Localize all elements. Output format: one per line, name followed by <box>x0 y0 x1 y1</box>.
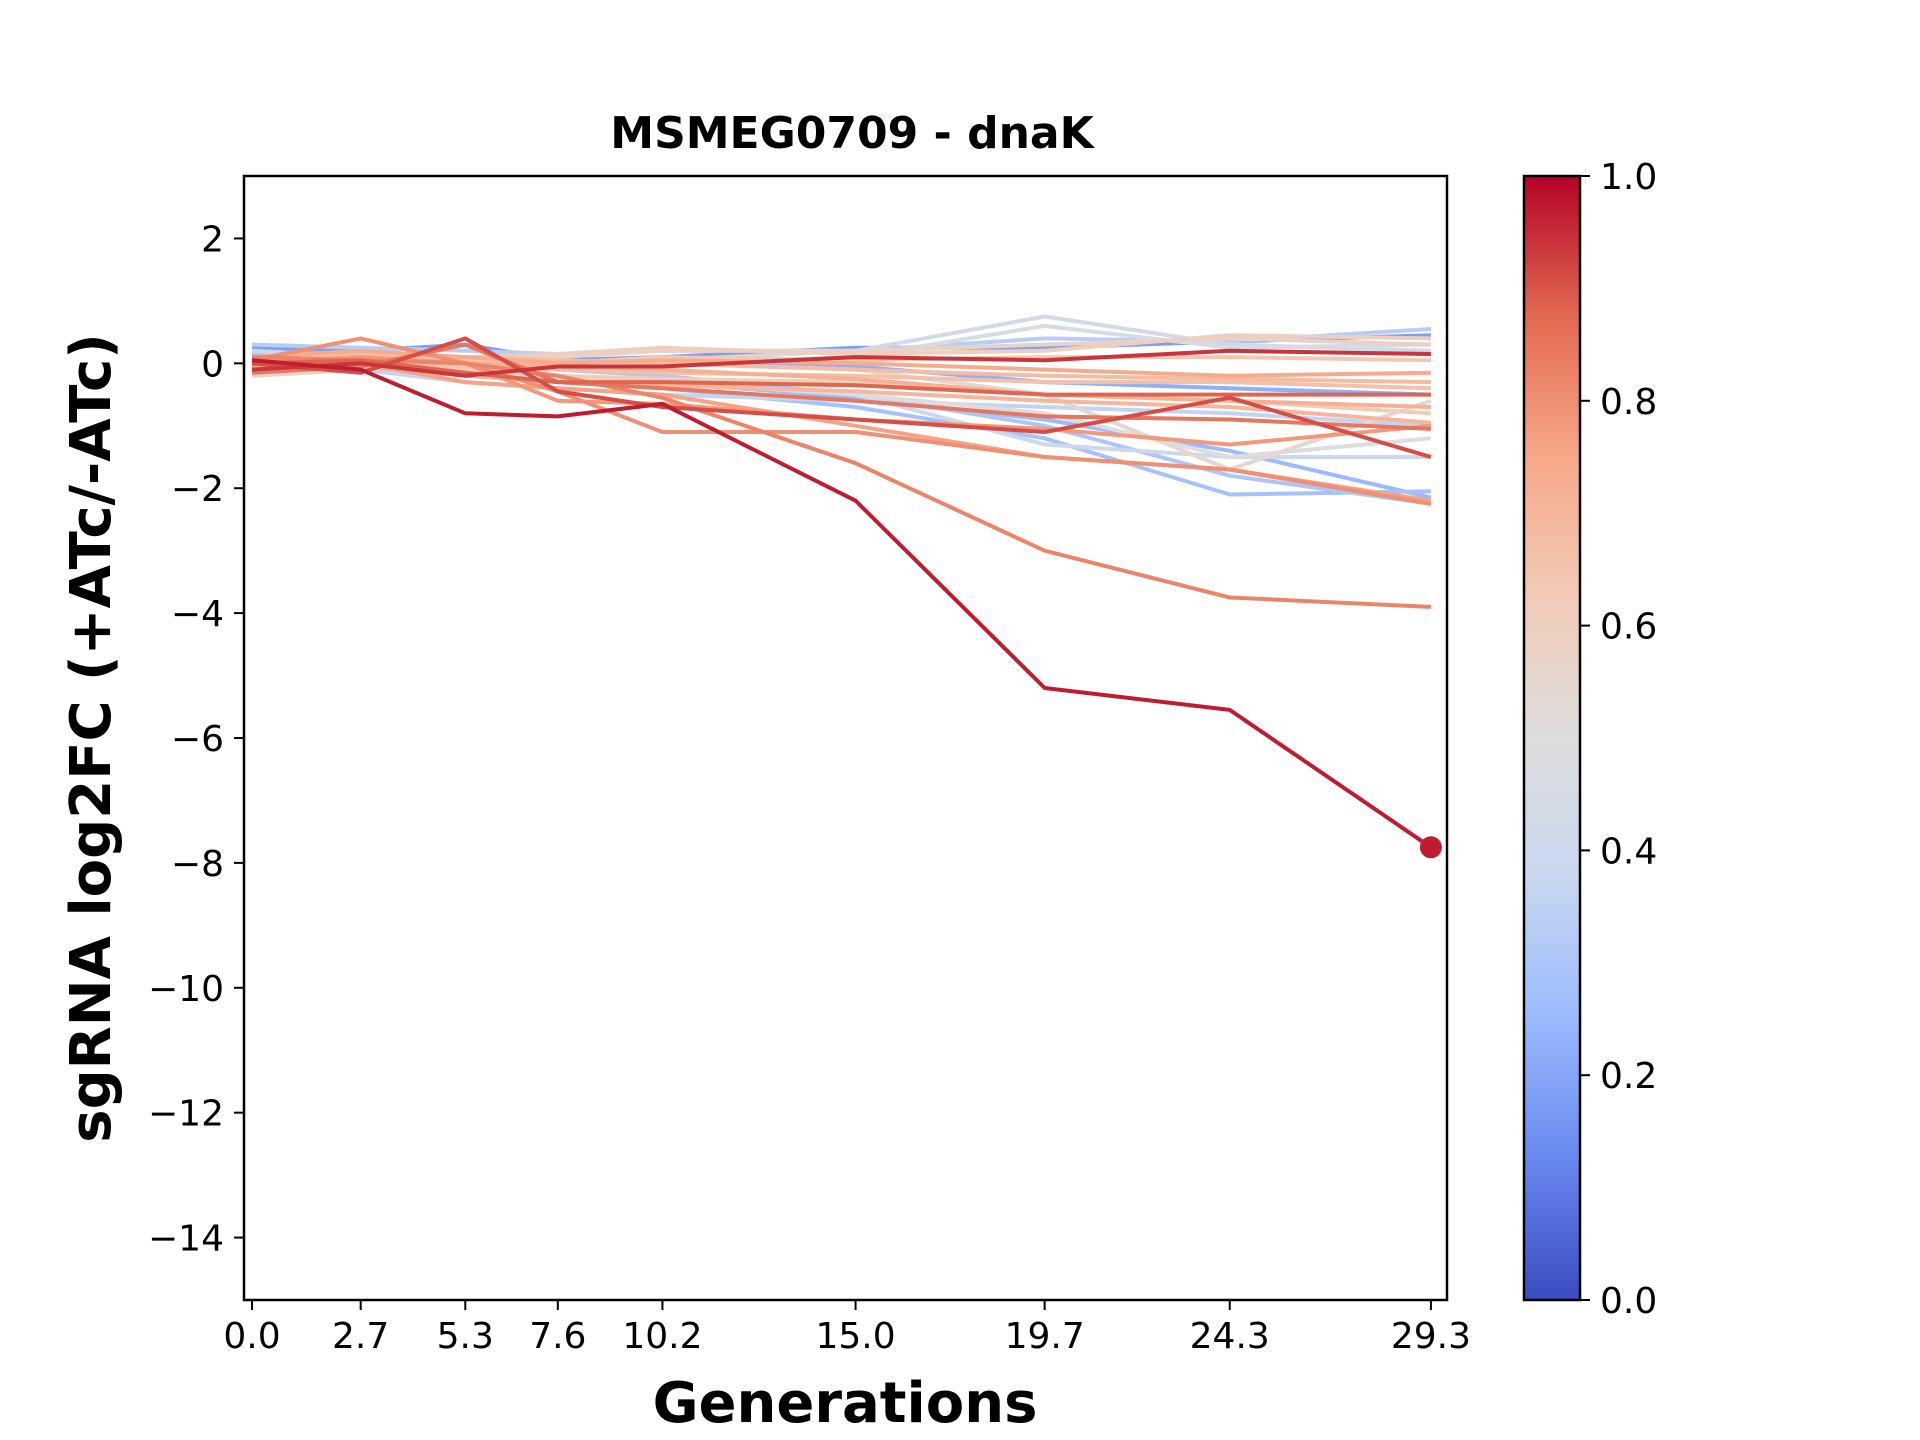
y-tick-label: −12 <box>148 1094 224 1135</box>
colorbar-tick-label: 0.0 <box>1600 1281 1657 1322</box>
colorbar-tick-label: 1.0 <box>1600 157 1657 198</box>
colorbar <box>1522 174 1582 1302</box>
series-line <box>251 336 1432 506</box>
colorbar-ticks: 0.0 0.2 0.4 0.6 0.8 1.0 <box>1580 157 1657 1322</box>
y-tick-label: −8 <box>171 844 224 885</box>
x-axis-ticks: 0.0 2.7 5.3 7.6 10.2 15.0 19.7 24.3 29.3 <box>223 1300 1471 1357</box>
x-tick-label: 5.3 <box>437 1316 494 1357</box>
y-tick-label: 0 <box>201 344 224 385</box>
series-line <box>251 358 1431 397</box>
chart-title: MSMEG0709 - dnaK <box>610 108 1095 159</box>
colorbar-tick-label: 0.2 <box>1600 1056 1657 1097</box>
series-line <box>251 348 1431 378</box>
x-tick-label: 29.3 <box>1391 1316 1471 1357</box>
colorbar-tick-label: 0.4 <box>1600 831 1657 872</box>
colorbar-tick-label: 0.8 <box>1600 382 1657 423</box>
y-tick-label: −6 <box>171 719 224 760</box>
y-axis-label: sgRNA log2FC (+ATc/-ATc) <box>59 333 124 1143</box>
plot-lines <box>251 314 1442 859</box>
x-axis-label: Generations <box>653 1371 1038 1436</box>
x-tick-label: 0.0 <box>223 1316 280 1357</box>
series-line <box>251 358 1433 849</box>
y-tick-label: −14 <box>148 1219 224 1260</box>
y-tick-label: −4 <box>171 594 224 635</box>
series-line <box>251 348 1431 378</box>
x-tick-label: 19.7 <box>1005 1316 1085 1357</box>
x-tick-label: 10.2 <box>622 1316 702 1357</box>
series-end-marker <box>1419 836 1442 859</box>
x-tick-label: 15.0 <box>815 1316 895 1357</box>
x-tick-label: 2.7 <box>332 1316 389 1357</box>
y-tick-label: −2 <box>171 469 224 510</box>
series-line <box>251 336 1432 459</box>
y-tick-label: −10 <box>148 969 224 1010</box>
colorbar-tick-label: 0.6 <box>1600 607 1657 648</box>
x-tick-label: 24.3 <box>1190 1316 1270 1357</box>
x-tick-label: 7.6 <box>529 1316 586 1357</box>
y-tick-label: 2 <box>201 219 224 260</box>
y-axis-ticks: 2 0 −2 −4 −6 −8 −10 −12 −14 <box>148 219 244 1260</box>
series-line <box>251 352 1431 385</box>
